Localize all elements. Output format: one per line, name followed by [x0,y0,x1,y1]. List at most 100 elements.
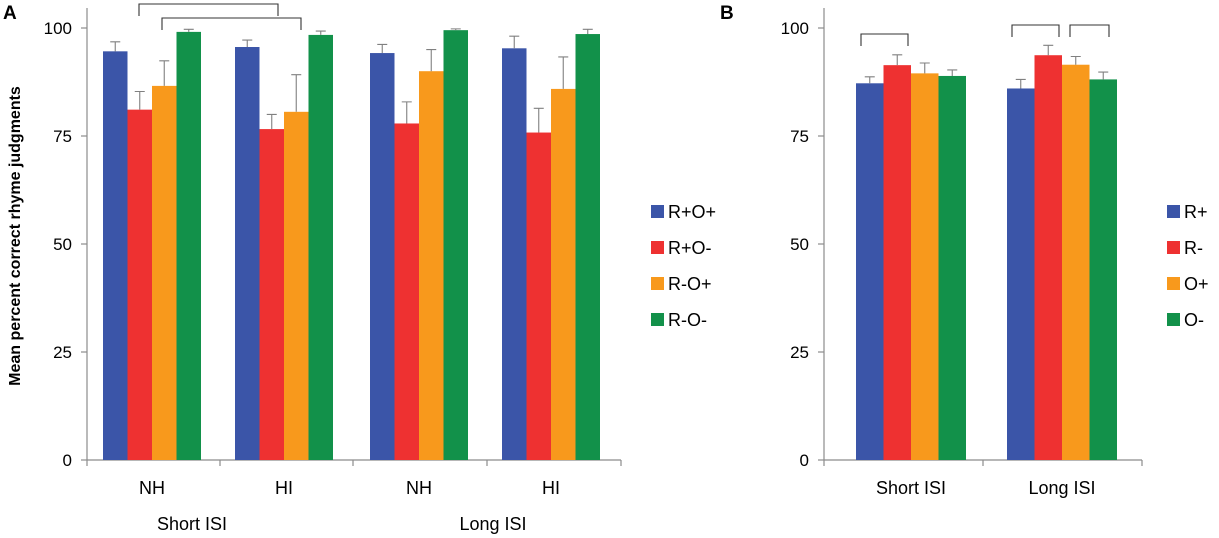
bar-nh-0-rplusoplus [103,51,128,460]
legend-label-rplusoplus: R+O+ [668,202,716,222]
panel-b-category-labels: Short ISI Long ISI [876,478,1096,498]
panel-a: A Mean percent correct rhyme judgments 0… [3,3,716,534]
error-bar-nh-2-rplusoplus [377,43,388,54]
bar-hi-3-rplusominus [526,132,551,460]
legend-swatch-rplusominus [651,241,664,254]
error-bar-short-isi-0-ominus [947,69,958,76]
error-bar-hi-1-rplusoplus [242,39,253,48]
panel-a-x-ticks [86,460,622,466]
error-bar-nh-0-rminusoplus [159,60,170,86]
y-tick-label-0: 0 [63,451,72,470]
error-bar-long-isi-1-rplus [1015,78,1026,89]
panel-b-letter: B [720,3,734,24]
error-bar-hi-1-rminusoplus [291,74,302,112]
category-label-hi: HI [542,478,560,498]
error-bar-hi-3-rminusoplus [558,56,569,89]
bar-long-isi-1-rminus [1034,55,1062,460]
error-bar-short-isi-0-rplus [864,76,875,84]
bar-short-isi-0-ominus [938,75,966,461]
bar-short-isi-0-oplus [911,73,939,461]
panel-a-legend: R+O+ R+O- R-O+ R-O- [651,202,716,330]
bar-hi-1-rminusoplus [284,111,309,461]
y-tick-label-75: 75 [53,127,72,146]
panel-b-significance-bracket-2 [1011,24,1060,37]
category-label-nh: NH [139,478,165,498]
error-bar-nh-0-rplusoplus [110,41,121,52]
category-label-short-isi: Short ISI [876,478,946,498]
error-bar-nh-2-rminusominus [450,28,461,31]
legend-swatch-rminusominus [651,313,664,326]
panel-a-group-label-long-isi: Long ISI [459,514,526,534]
panel-a-y-axis-title: Mean percent correct rhyme judgments [7,86,24,386]
error-bar-hi-3-rplusominus [533,107,544,133]
panel-a-category-labels: NH HI NH HI [139,478,560,498]
category-label-hi: HI [275,478,293,498]
bar-nh-0-rplusominus [127,109,152,460]
error-bar-hi-3-rminusominus [582,28,593,35]
bar-long-isi-1-rplus [1007,88,1035,460]
bar-hi-3-rplusoplus [502,48,527,460]
y-tick-label-100: 100 [781,19,809,38]
legend-swatch-rplus [1167,205,1180,218]
bar-long-isi-1-oplus [1062,64,1090,460]
error-bar-long-isi-1-rminus [1043,44,1054,56]
y-tick-label-50: 50 [53,235,72,254]
error-bar-nh-2-rplusominus [401,101,412,124]
panel-b-bars [856,44,1117,461]
legend-swatch-ominus [1167,313,1180,326]
panel-a-group-label-short-isi: Short ISI [157,514,227,534]
panel-b: B 0 25 50 75 100 Short ISI Long ISI R+ R- O+ O- [720,3,1209,498]
bar-hi-3-rminusoplus [551,88,576,461]
legend-label-rminus: R- [1184,238,1203,258]
panel-b-legend: R+ R- O+ O- [1167,202,1209,330]
bar-short-isi-0-rminus [883,65,911,460]
bar-hi-1-rplusoplus [235,47,260,461]
legend-swatch-oplus [1167,277,1180,290]
panel-b-y-ticks: 0 25 50 75 100 [781,19,824,470]
bar-nh-2-rminusoplus [419,71,444,460]
bar-hi-1-rminusominus [308,34,333,461]
legend-label-ominus: O- [1184,310,1204,330]
legend-label-rplus: R+ [1184,202,1208,222]
error-bar-short-isi-0-oplus [919,62,930,74]
error-bar-nh-0-rplusominus [134,90,145,110]
legend-swatch-rminus [1167,241,1180,254]
panel-a-significance-bracket-1 [138,3,279,16]
y-tick-label-25: 25 [790,343,809,362]
panel-a-letter: A [3,3,17,24]
error-bar-hi-3-rplusoplus [509,35,520,49]
panel-a-bars [103,28,600,461]
legend-label-rminusoplus: R-O+ [668,274,712,294]
legend-label-rplusominus: R+O- [668,238,712,258]
panel-b-significance-bracket-3 [1069,24,1110,37]
y-tick-label-50: 50 [790,235,809,254]
y-tick-label-100: 100 [44,19,72,38]
bar-hi-1-rplusominus [259,129,284,460]
error-bar-hi-1-rminusominus [315,30,326,35]
bar-nh-0-rminusominus [176,31,201,460]
bar-nh-2-rplusominus [394,123,419,461]
panel-b-x-ticks [823,460,1143,466]
error-bar-short-isi-0-rminus [892,54,903,66]
panel-a-y-ticks: 0 25 50 75 100 [44,19,87,470]
error-bar-nh-2-rminusoplus [426,49,437,72]
error-bar-hi-1-rplusominus [266,113,277,130]
bar-nh-0-rminusoplus [152,85,177,460]
bar-nh-2-rminusominus [443,30,468,460]
legend-swatch-rminusoplus [651,277,664,290]
panel-b-significance-bracket-1 [860,33,909,46]
bar-nh-2-rplusoplus [370,53,395,460]
y-tick-label-0: 0 [800,451,809,470]
category-label-long-isi: Long ISI [1028,478,1095,498]
legend-label-oplus: O+ [1184,274,1209,294]
y-tick-label-25: 25 [53,343,72,362]
legend-label-rminusominus: R-O- [668,310,707,330]
bar-hi-3-rminusominus [575,34,600,460]
bar-short-isi-0-rplus [856,83,884,461]
y-tick-label-75: 75 [790,127,809,146]
bar-long-isi-1-ominus [1089,79,1117,461]
error-bar-long-isi-1-ominus [1098,71,1109,80]
error-bar-long-isi-1-oplus [1070,55,1081,65]
category-label-nh: NH [406,478,432,498]
